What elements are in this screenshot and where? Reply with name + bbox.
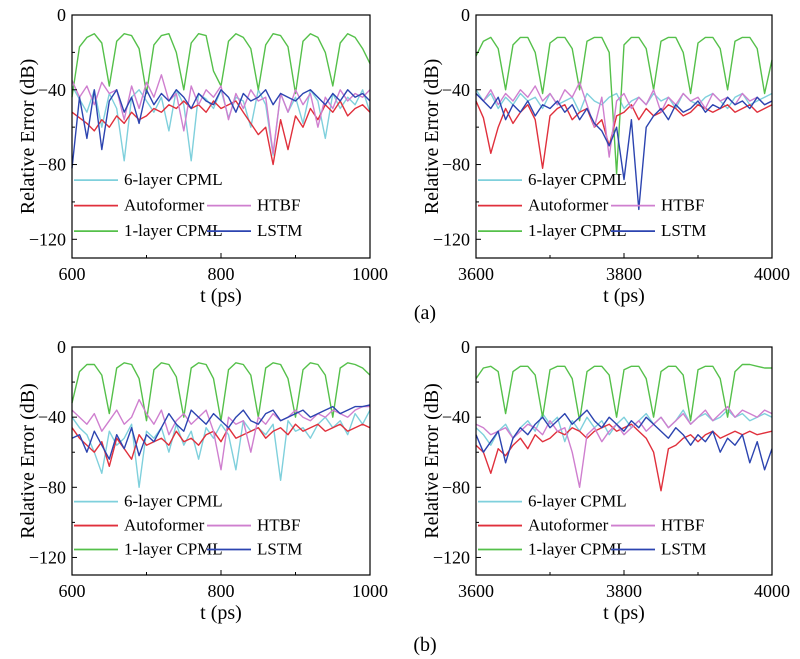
x-tick-label: 800 xyxy=(208,581,235,601)
legend-label-1-layer-cpml: 1-layer CPML xyxy=(124,539,223,558)
panel-b-left: 0 −40 −80 −120 600 800 1000 t (ps) Relative Erro… xyxy=(17,337,388,624)
caption-b: (b) xyxy=(413,634,436,656)
legend-label-6-layer-cpml: 6-layer CPML xyxy=(124,492,223,511)
legend-label-htbf: HTBF xyxy=(661,196,704,215)
panel-a-right: 0 −40 −80 −120 3600 3800 4000 t (ps) Relative Er… xyxy=(421,5,790,307)
y-tick-label: −120 xyxy=(29,229,66,249)
x-axis-label: t (ps) xyxy=(603,602,645,624)
x-tick-label: 800 xyxy=(208,264,235,284)
legend-label-6-layer-cpml: 6-layer CPML xyxy=(528,170,627,189)
series-line-1-layer-cpml xyxy=(71,362,371,422)
legend-label-6-layer-cpml: 6-layer CPML xyxy=(528,492,627,511)
y-tick-label: 0 xyxy=(461,337,470,357)
legend-label-htbf: HTBF xyxy=(257,196,300,215)
caption-a: (a) xyxy=(414,302,436,324)
x-tick-label: 3600 xyxy=(458,264,494,284)
x-tick-label: 3800 xyxy=(606,581,642,601)
y-tick-label: −120 xyxy=(433,229,470,249)
series-line-autoformer xyxy=(475,100,773,170)
legend-label-1-layer-cpml: 1-layer CPML xyxy=(528,221,627,240)
y-tick-label: 0 xyxy=(57,337,66,357)
y-tick-label: −40 xyxy=(38,407,66,427)
legend-label-htbf: HTBF xyxy=(257,516,300,535)
x-axis-label: t (ps) xyxy=(200,602,242,624)
legend-label-lstm: LSTM xyxy=(661,539,706,558)
y-axis-label: Relative Error (dB) xyxy=(17,383,39,539)
legend-label-autoformer: Autoformer xyxy=(528,516,609,535)
series-line-6-layer-cpml xyxy=(71,409,371,488)
y-tick-label: −80 xyxy=(442,155,470,175)
x-tick-label: 3600 xyxy=(458,581,494,601)
x-tick-label: 4000 xyxy=(754,581,790,601)
legend-label-autoformer: Autoformer xyxy=(124,516,205,535)
series-line-lstm xyxy=(475,93,773,211)
x-tick-label: 1000 xyxy=(352,581,388,601)
series-line-htbf xyxy=(71,398,370,471)
x-axis-label: t (ps) xyxy=(200,285,242,307)
y-tick-label: −80 xyxy=(38,155,66,175)
x-tick-label: 600 xyxy=(59,264,86,284)
y-tick-label: −120 xyxy=(29,547,66,567)
y-tick-label: 0 xyxy=(461,5,470,25)
legend-label-1-layer-cpml: 1-layer CPML xyxy=(528,539,627,558)
x-tick-label: 1000 xyxy=(352,264,388,284)
y-tick-label: −80 xyxy=(442,477,470,497)
series-line-lstm xyxy=(475,409,773,471)
x-axis-label: t (ps) xyxy=(603,285,645,307)
x-tick-label: 3800 xyxy=(606,264,642,284)
y-tick-label: −40 xyxy=(38,80,66,100)
legend-label-lstm: LSTM xyxy=(257,539,302,558)
series-line-1-layer-cpml xyxy=(475,36,773,175)
series-line-autoformer xyxy=(475,423,773,492)
legend-label-1-layer-cpml: 1-layer CPML xyxy=(124,221,223,240)
series-line-htbf xyxy=(475,405,773,488)
legend-label-lstm: LSTM xyxy=(257,221,302,240)
series-line-lstm xyxy=(71,89,371,169)
legend-label-autoformer: Autoformer xyxy=(528,196,609,215)
y-axis-label: Relative Error (dB) xyxy=(17,59,39,215)
series-line-1-layer-cpml xyxy=(475,363,772,422)
y-tick-label: 0 xyxy=(57,5,66,25)
legend-label-lstm: LSTM xyxy=(661,221,706,240)
legend-label-6-layer-cpml: 6-layer CPML xyxy=(124,170,223,189)
panel-b-right: 0 −40 −80 −120 3600 3800 4000 t (ps) Relative Er… xyxy=(421,337,790,624)
legend-label-autoformer: Autoformer xyxy=(124,196,205,215)
panel-a-left: 0 −40 −80 −120 600 800 1000 t (ps) Relative Erro… xyxy=(17,5,388,307)
series-line-lstm xyxy=(71,404,371,460)
y-tick-label: −120 xyxy=(433,547,470,567)
legend-label-htbf: HTBF xyxy=(661,516,704,535)
series-line-htbf xyxy=(71,74,371,155)
y-tick-label: −40 xyxy=(442,80,470,100)
y-axis-label: Relative Error (dB) xyxy=(421,383,443,539)
y-tick-label: −40 xyxy=(442,407,470,427)
series-line-6-layer-cpml xyxy=(475,409,773,446)
y-axis-label: Relative Error (dB) xyxy=(421,59,443,215)
x-tick-label: 600 xyxy=(59,581,86,601)
series-line-htbf xyxy=(475,81,773,158)
x-tick-label: 4000 xyxy=(754,264,790,284)
y-tick-label: −80 xyxy=(38,477,66,497)
